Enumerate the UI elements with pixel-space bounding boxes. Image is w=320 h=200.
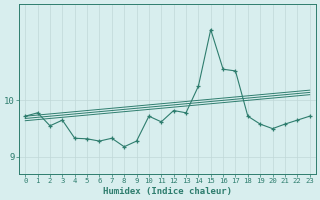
X-axis label: Humidex (Indice chaleur): Humidex (Indice chaleur) — [103, 187, 232, 196]
